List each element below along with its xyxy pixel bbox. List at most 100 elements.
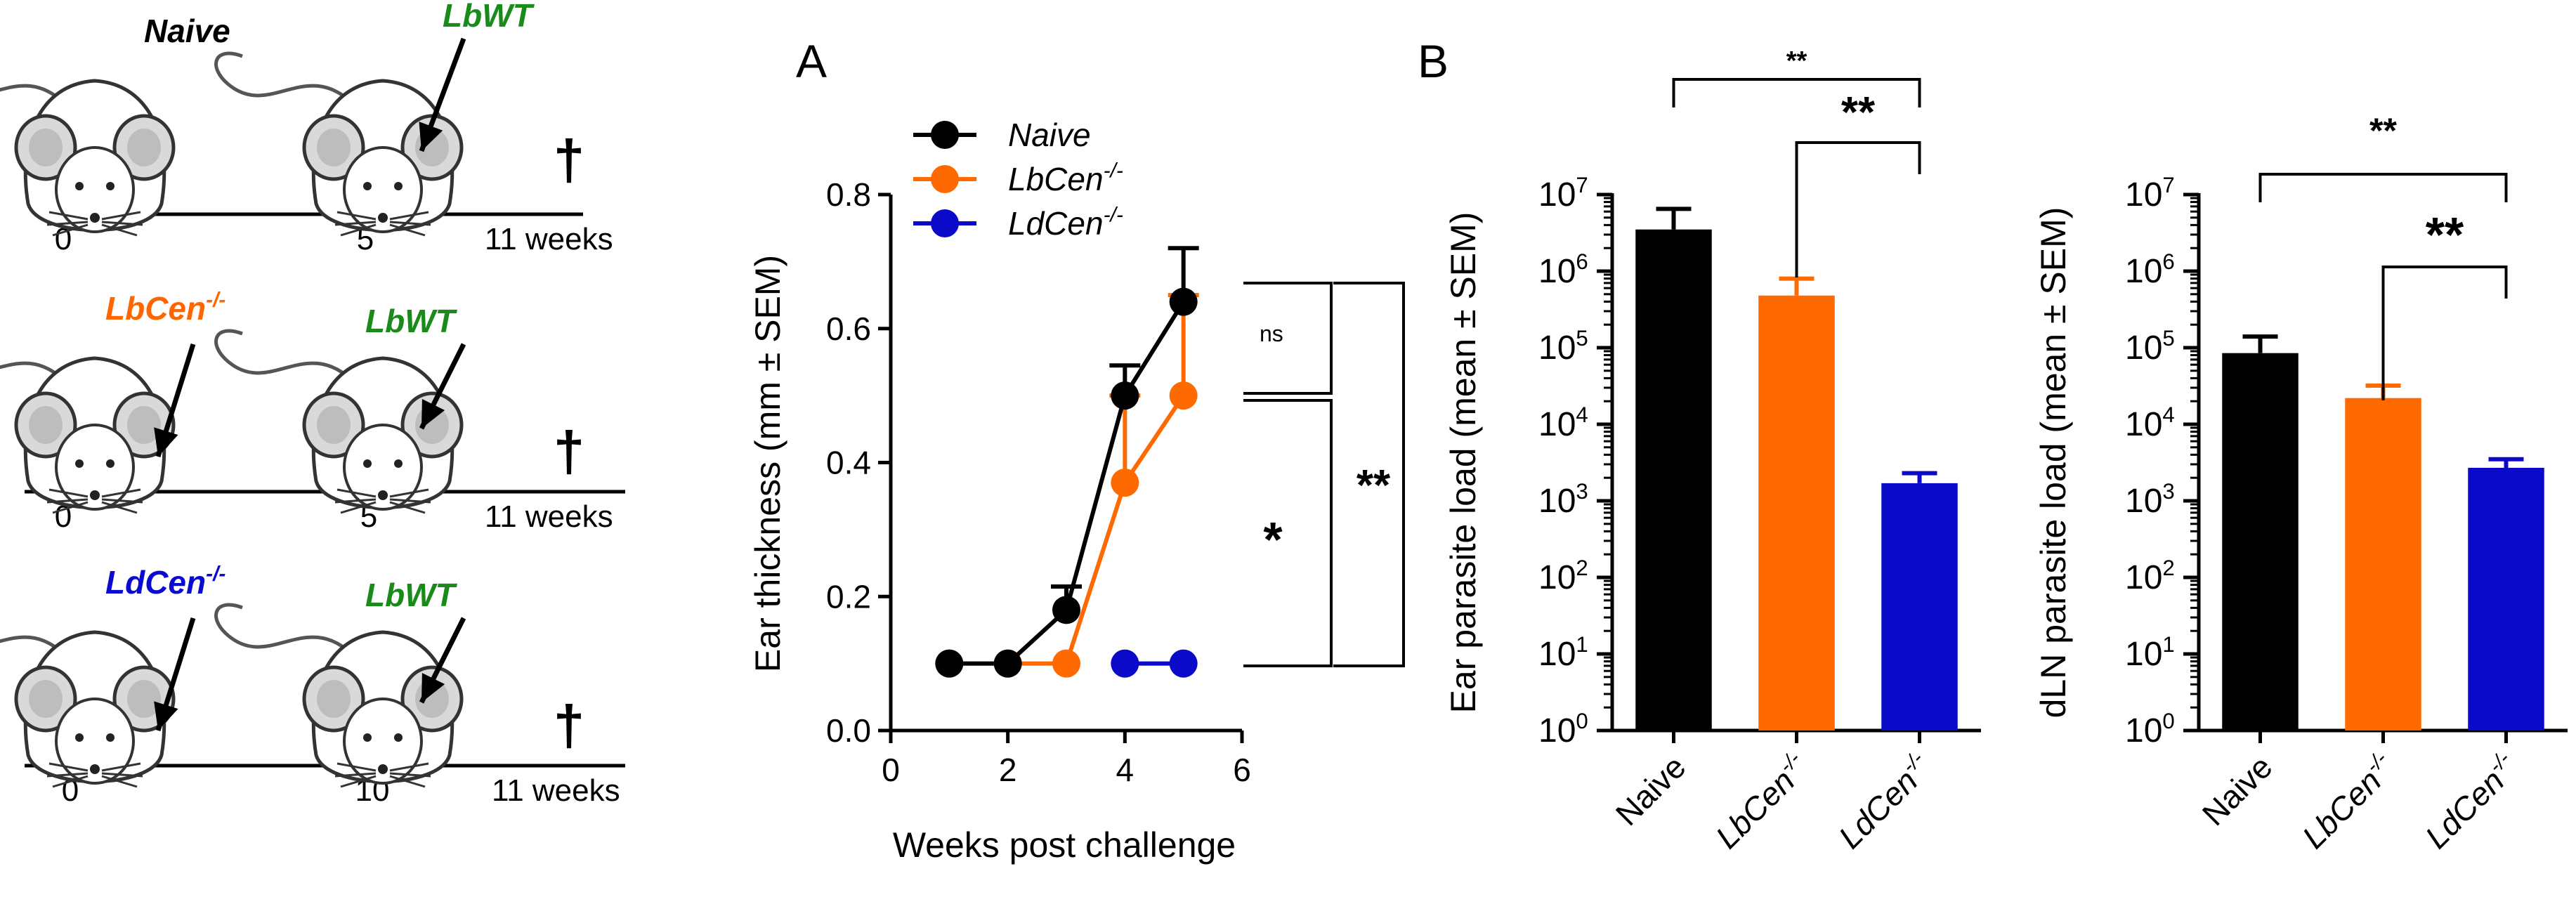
legend-marker (931, 121, 959, 149)
legend-marker (931, 165, 959, 193)
y-tick-label: 105 (2125, 326, 2175, 367)
mouse-head (343, 424, 423, 511)
y-tick-label: 103 (1538, 479, 1588, 520)
x-category-label: LbCen-/- (2294, 747, 2402, 856)
mouse-whiskers (334, 762, 431, 788)
mouse-whiskers (334, 488, 431, 514)
arrow-head (421, 672, 445, 702)
y-tick-label: 107 (2125, 173, 2175, 214)
mouse-eye-right (394, 733, 403, 742)
mouse-nose (90, 213, 100, 223)
data-point-lbcen (1111, 469, 1139, 497)
y-tick-label: 104 (2125, 402, 2175, 443)
bar-naive (1635, 229, 1712, 731)
bar-lbcen (2345, 398, 2421, 731)
data-point-naive (1111, 381, 1139, 410)
mouse-inner-ear-right (127, 680, 161, 718)
y-tick-label: 0.2 (826, 578, 871, 615)
significance-label-star: * (1263, 512, 1283, 567)
arrow-head (421, 398, 445, 428)
mouse-whiskers (46, 211, 143, 237)
mouse-tail (214, 603, 356, 658)
injection-arrow-prime (154, 617, 196, 732)
mouse-challenge (214, 51, 464, 237)
bar-naive (2222, 353, 2299, 731)
panel-letter: A (796, 35, 827, 87)
mouse-eye-left (75, 733, 84, 742)
mouse-tail (214, 51, 356, 107)
mouse-challenge (214, 603, 464, 788)
y-tick-label: 106 (2125, 249, 2175, 290)
data-point-ldcen (1111, 649, 1139, 678)
x-category-label: Naive (2195, 748, 2280, 832)
prime-group-label: Naive (144, 13, 230, 49)
mouse-eye-right (106, 182, 115, 190)
y-tick-label: 0.6 (826, 310, 871, 347)
mouse-prime (0, 356, 176, 514)
legend-marker (931, 209, 959, 237)
challenge-label: LbWT (443, 0, 535, 34)
mouse-nose (378, 764, 388, 774)
mouse-inner-ear-left (29, 129, 63, 166)
mouse-nose (90, 490, 100, 500)
mouse-head (343, 698, 423, 785)
significance-bracket-inner (1795, 141, 1921, 277)
mouse-tail (0, 361, 68, 384)
mouse-eye-left (75, 459, 84, 468)
mouse-whiskers (46, 488, 143, 514)
y-tick-label: 103 (2125, 479, 2175, 520)
y-tick-label: 102 (1538, 556, 1588, 596)
significance-label-outer: ** (1786, 46, 1807, 76)
arrow-head (419, 122, 443, 151)
mouse-tail (0, 84, 68, 107)
legend-label: LbCen-/- (1008, 159, 1123, 197)
arrow-head (154, 701, 178, 731)
x-axis-label: Weeks post challenge (893, 825, 1236, 865)
bar-ldcen (1881, 483, 1958, 731)
y-tick-label: 106 (1538, 249, 1588, 290)
panel-b-ear-parasite-load-chart: B 100 101 102 103 104 105 106 107 Ear parasite lo… (1418, 35, 1981, 856)
timeline-tick-label: 11 weeks (485, 222, 613, 256)
mouse-prime (0, 79, 176, 237)
injection-arrow-prime (154, 343, 196, 458)
mouse-head (55, 424, 135, 511)
mouse-eye-right (394, 182, 403, 190)
timeline-tick-label: 11 weeks (492, 773, 620, 808)
prime-group-label: LbCen-/- (105, 289, 225, 327)
mouse-tail (214, 329, 356, 384)
sacrifice-dagger: † (554, 694, 585, 757)
data-point-lbcen (1169, 381, 1198, 410)
mouse-whiskers (46, 762, 143, 788)
mouse-head (343, 146, 423, 233)
y-tick-label: 0.0 (826, 712, 871, 749)
bracket-double-star (1333, 282, 1405, 667)
mouse-eye-right (394, 459, 403, 468)
data-point-naive (993, 649, 1022, 678)
data-point-naive (935, 649, 964, 678)
prime-group-label: LdCen-/- (105, 563, 225, 601)
y-tick-label: 102 (2125, 556, 2175, 596)
mouse-challenge (214, 329, 464, 514)
significance-brackets: ns*** (1243, 282, 1405, 667)
bar-ldcen (2468, 467, 2544, 731)
panel-b-dln-parasite-load-chart: 100 101 102 103 104 105 106 107 dLN parasite loa… (2034, 111, 2568, 856)
y-tick-label: 100 (2125, 709, 2175, 749)
significance-bracket-outer (1672, 78, 1921, 107)
data-point-ldcen (1169, 649, 1198, 678)
mouse-tail (0, 635, 68, 658)
x-tick-label: 2 (999, 752, 1017, 788)
y-tick-label: 101 (1538, 632, 1588, 673)
bracket-star (1243, 399, 1333, 667)
panel-a-ear-thickness-chart: A 0.0 0.2 0.4 0.6 0.8 0 2 4 6 Weeks post challenge… (748, 35, 1405, 865)
mouse-inner-ear-left (29, 680, 63, 718)
timeline-tick-label: 11 weeks (485, 499, 613, 534)
legend-label: LdCen-/- (1008, 204, 1123, 242)
panel-letter: B (1418, 35, 1449, 87)
x-category-label: LbCen-/- (1707, 747, 1815, 856)
arrow-head (154, 427, 178, 457)
mouse-eye-left (363, 459, 372, 468)
significance-label-ns: ns (1260, 321, 1283, 346)
x-category-label: LdCen-/- (2417, 747, 2525, 856)
